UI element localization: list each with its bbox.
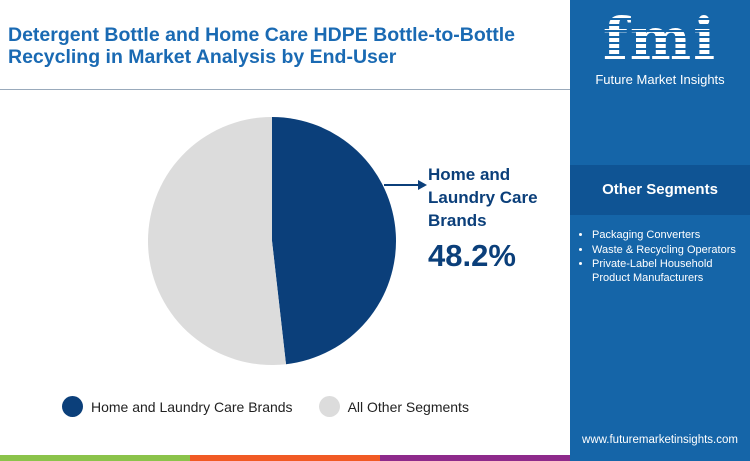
list-item: Packaging Converters xyxy=(592,229,742,243)
pie-slice-home-laundry xyxy=(272,117,396,365)
other-segments-band xyxy=(570,165,750,215)
color-strip xyxy=(0,455,570,461)
other-segments-list: Packaging Converters Waste & Recycling O… xyxy=(592,229,742,286)
chart-title: Detergent Bottle and Home Care HDPE Bott… xyxy=(8,24,516,68)
callout: Home and Laundry Care Brands 48.2% xyxy=(428,163,538,276)
callout-label-3: Brands xyxy=(428,211,487,230)
logo-name: Future Market Insights xyxy=(595,72,725,87)
fmi-logo: fmi Future Market Insights xyxy=(570,8,750,87)
callout-label-1: Home and xyxy=(428,165,511,184)
callout-label-2: Laundry Care xyxy=(428,188,538,207)
pie-chart xyxy=(147,117,427,365)
website-link[interactable]: www.futuremarketinsights.com xyxy=(582,434,738,446)
strip-orange xyxy=(190,455,380,461)
pie-slice-other xyxy=(147,117,286,365)
side-panel: fmi Future Market Insights Other Segment… xyxy=(570,0,750,461)
divider xyxy=(0,89,570,90)
legend: Home and Laundry Care Brands All Other S… xyxy=(62,396,469,417)
list-item: Waste & Recycling Operators xyxy=(592,244,742,258)
logo-mark: fmi xyxy=(570,8,750,70)
strip-purple xyxy=(380,455,570,461)
callout-arrow-head xyxy=(418,180,427,190)
legend-swatch-home xyxy=(62,396,83,417)
legend-label-home: Home and Laundry Care Brands xyxy=(91,398,293,415)
strip-green xyxy=(0,455,190,461)
list-item: Private-Label Household Product Manufact… xyxy=(592,258,742,285)
other-segments-heading: Other Segments xyxy=(602,181,718,198)
legend-swatch-other xyxy=(318,396,340,417)
legend-label-other: All Other Segments xyxy=(347,398,469,415)
callout-value: 48.2% xyxy=(428,238,516,273)
